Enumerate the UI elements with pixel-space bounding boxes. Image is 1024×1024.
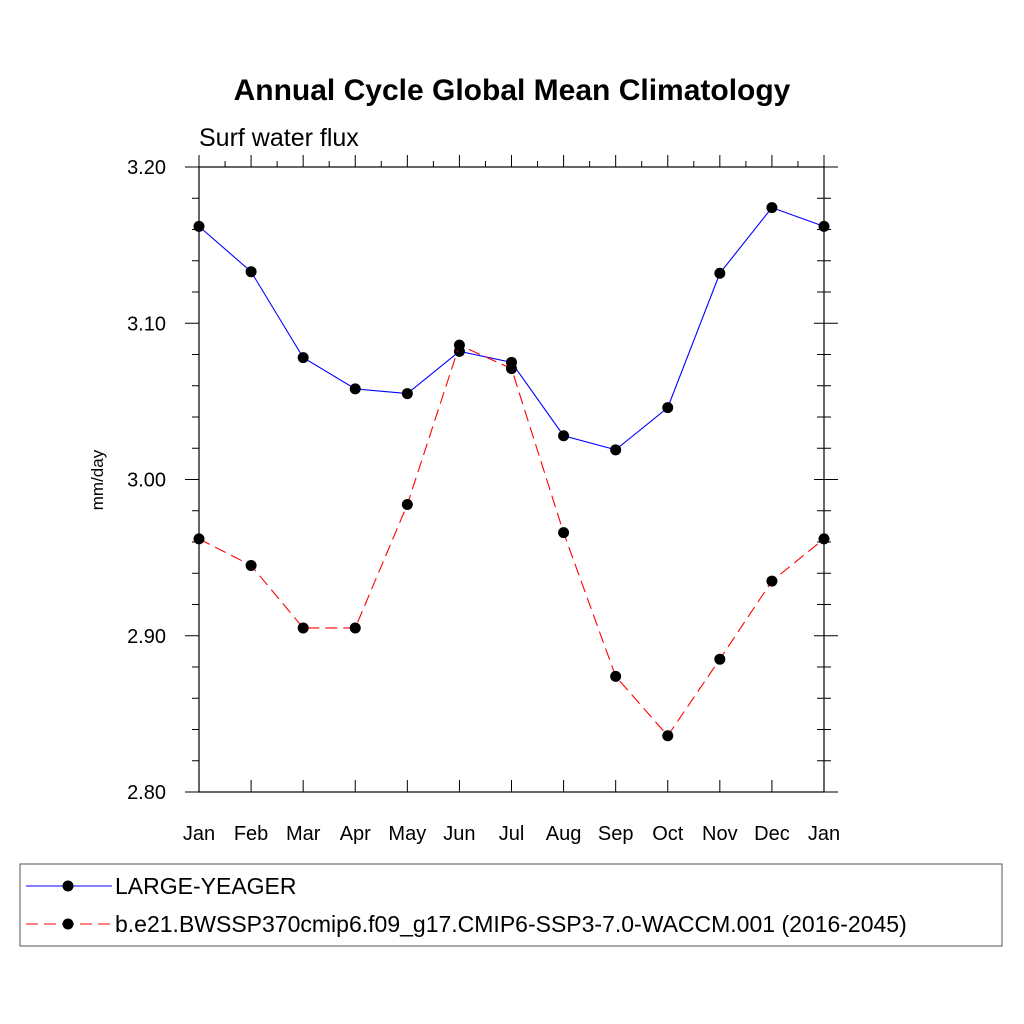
x-tick-label: Jul <box>499 823 525 845</box>
series-2-point <box>401 499 413 510</box>
y-tick-label: 2.80 <box>127 782 166 804</box>
series-2-point <box>766 575 778 587</box>
series-1-point <box>818 220 830 232</box>
x-tick-label: Apr <box>340 823 371 845</box>
series-2-point <box>453 339 465 351</box>
legend-marker-2 <box>62 918 74 930</box>
series-1-point <box>766 202 778 214</box>
x-tick-labels: Jan Feb Mar Apr May Jun Jul Aug Sep Oct Nov Dec Jan <box>183 823 840 845</box>
y-tick-label: 3.00 <box>127 470 166 492</box>
series-1-point <box>245 266 257 278</box>
x-tick-label: Sep <box>598 823 634 845</box>
series-line-1 <box>198 206 825 451</box>
series-1-point <box>297 352 309 364</box>
series-2-point <box>506 363 517 375</box>
chart-title: Annual Cycle Global Mean Climatology <box>234 74 791 107</box>
x-tick-label: Mar <box>286 823 321 845</box>
y-axis-label: mm/day <box>88 449 107 510</box>
series-2-point <box>610 670 622 682</box>
legend: LARGE-YEAGER b.e21.BWSSP370cmip6.f09_g17.… <box>19 863 1003 947</box>
x-tick-label: Aug <box>546 823 582 845</box>
y-tick-label: 3.20 <box>127 157 166 179</box>
series-1-point <box>714 267 726 279</box>
series-1-point <box>558 430 570 442</box>
x-tick-label: Jan <box>183 823 215 845</box>
legend-marker-1 <box>62 880 74 892</box>
series-line-2 <box>198 344 825 737</box>
series-2-point <box>245 559 257 571</box>
series-2-point <box>714 653 726 665</box>
x-tick-label: Oct <box>652 823 684 845</box>
series-1-point <box>662 402 674 414</box>
axis-ticks <box>185 155 838 793</box>
x-tick-label: Nov <box>702 823 738 845</box>
series-2-point <box>818 533 830 545</box>
y-tick-labels: 2.80 2.90 3.00 3.10 3.20 <box>127 157 166 804</box>
series-1-point <box>193 220 205 232</box>
x-tick-label: Jan <box>808 823 840 845</box>
series-2-point <box>662 730 674 742</box>
series-2-point <box>297 622 309 634</box>
y-tick-label: 2.90 <box>127 626 166 648</box>
y-tick-label: 3.10 <box>127 313 166 335</box>
x-tick-label: Dec <box>754 823 790 845</box>
series-layer <box>193 202 830 742</box>
chart-subtitle: Surf water flux <box>199 124 359 152</box>
x-tick-label: Feb <box>234 823 268 845</box>
x-tick-label: May <box>388 823 426 845</box>
legend-items: LARGE-YEAGER b.e21.BWSSP370cmip6.f09_g17.… <box>26 873 907 937</box>
series-2-point <box>193 533 205 545</box>
legend-label-1: LARGE-YEAGER <box>115 873 297 899</box>
legend-label-2: b.e21.BWSSP370cmip6.f09_g17.CMIP6-SSP3-7… <box>115 911 907 937</box>
series-1-point <box>349 383 361 395</box>
series-2-point <box>349 622 361 634</box>
series-1-point <box>401 388 413 400</box>
legend-box <box>19 863 1003 947</box>
x-tick-label: Jun <box>443 823 475 845</box>
series-1-point <box>610 444 622 456</box>
series-2-point <box>558 527 570 539</box>
